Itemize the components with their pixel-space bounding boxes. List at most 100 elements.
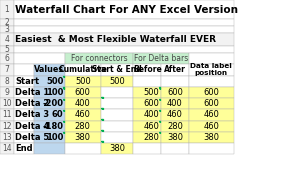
- Bar: [65, 98, 101, 109]
- Bar: [133, 87, 161, 98]
- Bar: [65, 53, 133, 64]
- Text: 280: 280: [75, 122, 91, 131]
- Bar: [14, 19, 234, 26]
- Text: 460: 460: [203, 122, 219, 131]
- Text: 9: 9: [4, 88, 9, 97]
- Text: 600: 600: [203, 99, 219, 108]
- Bar: [14, 98, 34, 109]
- Bar: [189, 132, 234, 143]
- Bar: [0, 98, 14, 109]
- Polygon shape: [159, 99, 160, 100]
- Text: Easiest  & Most Flexible Waterfall EVER: Easiest & Most Flexible Waterfall EVER: [15, 35, 216, 44]
- Bar: [65, 64, 101, 76]
- Bar: [14, 132, 34, 143]
- Bar: [0, 46, 14, 53]
- Text: 460: 460: [203, 110, 219, 119]
- Bar: [14, 109, 34, 121]
- Polygon shape: [101, 97, 103, 98]
- Text: 6: 6: [4, 54, 9, 62]
- Text: After: After: [164, 65, 186, 74]
- Bar: [189, 87, 234, 98]
- Bar: [133, 53, 189, 64]
- Bar: [189, 53, 234, 64]
- Bar: [101, 76, 133, 87]
- Bar: [161, 143, 189, 154]
- Polygon shape: [63, 87, 64, 88]
- Bar: [133, 132, 161, 143]
- Text: 8: 8: [5, 77, 9, 86]
- Bar: [0, 33, 14, 46]
- Bar: [14, 76, 34, 87]
- Bar: [101, 87, 133, 98]
- Text: Waterfall Chart For ANY Excel Version: Waterfall Chart For ANY Excel Version: [15, 5, 238, 15]
- Text: 5: 5: [4, 45, 9, 54]
- Bar: [161, 98, 189, 109]
- Bar: [189, 64, 234, 76]
- Text: 460: 460: [75, 110, 91, 119]
- Polygon shape: [159, 121, 160, 122]
- Polygon shape: [63, 99, 64, 100]
- Polygon shape: [159, 110, 160, 111]
- Text: 380: 380: [75, 133, 91, 142]
- Text: 400: 400: [75, 99, 91, 108]
- Text: Delta 3: Delta 3: [15, 110, 50, 119]
- Bar: [0, 76, 14, 87]
- Bar: [14, 53, 65, 64]
- Bar: [0, 19, 14, 26]
- Bar: [0, 64, 14, 76]
- Bar: [0, 0, 14, 19]
- Bar: [101, 121, 133, 132]
- Bar: [65, 109, 101, 121]
- Text: 280: 280: [167, 122, 183, 131]
- Bar: [34, 87, 65, 98]
- Bar: [0, 132, 14, 143]
- Text: 280: 280: [143, 133, 159, 142]
- Bar: [161, 109, 189, 121]
- Bar: [14, 87, 34, 98]
- Text: End: End: [15, 144, 33, 153]
- Bar: [189, 121, 234, 132]
- Bar: [14, 26, 234, 33]
- Bar: [14, 143, 34, 154]
- Text: Cumulative: Cumulative: [58, 65, 107, 74]
- Bar: [189, 143, 234, 154]
- Text: Data label
position: Data label position: [190, 63, 232, 76]
- Bar: [34, 76, 65, 87]
- Bar: [133, 76, 161, 87]
- Bar: [34, 121, 65, 132]
- Bar: [101, 132, 133, 143]
- Polygon shape: [159, 87, 160, 88]
- Bar: [0, 26, 14, 33]
- Text: Delta 1: Delta 1: [15, 88, 50, 97]
- Bar: [0, 143, 14, 154]
- Text: 13: 13: [2, 133, 12, 142]
- Polygon shape: [101, 130, 103, 131]
- Bar: [133, 98, 161, 109]
- Bar: [14, 46, 234, 53]
- Bar: [34, 132, 65, 143]
- Polygon shape: [101, 108, 103, 109]
- Text: 500: 500: [46, 77, 63, 86]
- Bar: [161, 87, 189, 98]
- Bar: [14, 121, 34, 132]
- Bar: [101, 64, 133, 76]
- Text: 1: 1: [5, 5, 9, 14]
- Text: 380: 380: [203, 133, 219, 142]
- Text: -200: -200: [42, 99, 63, 108]
- Text: Delta 5: Delta 5: [15, 133, 50, 142]
- Bar: [161, 132, 189, 143]
- Text: 460: 460: [167, 110, 183, 119]
- Text: 600: 600: [203, 88, 219, 97]
- Text: 380: 380: [109, 144, 125, 153]
- Bar: [65, 87, 101, 98]
- Polygon shape: [63, 110, 64, 111]
- Text: 4: 4: [4, 35, 9, 44]
- Bar: [0, 53, 14, 64]
- Bar: [34, 98, 65, 109]
- Bar: [34, 109, 65, 121]
- Bar: [65, 132, 101, 143]
- Bar: [14, 0, 234, 19]
- Bar: [14, 64, 34, 76]
- Text: 500: 500: [75, 77, 91, 86]
- Polygon shape: [101, 141, 103, 142]
